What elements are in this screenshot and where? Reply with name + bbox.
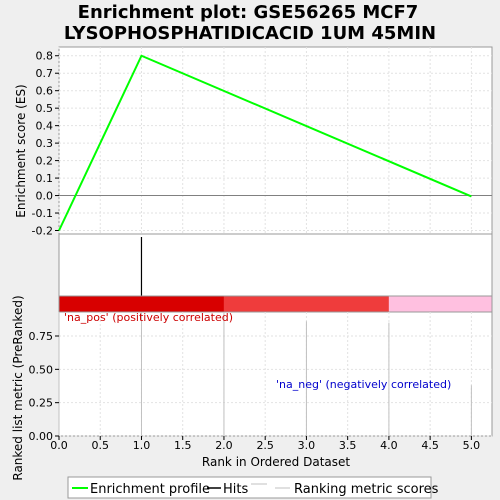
es-y-tick-label: 0.5 (36, 102, 54, 115)
es-y-tick-label: 0.4 (36, 120, 54, 133)
rank-x-tick-label: 0.0 (50, 439, 68, 452)
rank-x-tick-label: 1.0 (133, 439, 151, 452)
legend-hits-label: Hits (223, 482, 248, 497)
rank-plot-area (58, 311, 493, 437)
rank-x-tick-label: 5.0 (463, 439, 481, 452)
rank-colorbar (58, 295, 493, 313)
rank-x-tick-label: 1.5 (174, 439, 192, 452)
ranked-list-panel: 0.00 0.25 0.50 0.75 0.0 0.5 1.0 1.5 2.0 2.5 3.0 3.… (11, 295, 493, 481)
legend-box (67, 476, 432, 499)
es-y-tick-label: 0.1 (36, 172, 54, 185)
rank-x-axis-label: Rank in Ordered Dataset (202, 455, 350, 469)
legend: Enrichment profile Hits Ranking metric s… (67, 476, 439, 499)
enrichment-score-panel: -0.2 -0.1 0.0 0.1 0.2 0.3 0.4 0.5 0.6 0.7 0.8 Enri… (14, 46, 493, 238)
rank-x-tick-label: 3.5 (339, 439, 357, 452)
rank-x-tick-label: 4.0 (380, 439, 398, 452)
es-grid (58, 47, 492, 234)
rank-grid (58, 312, 492, 437)
rank-x-tick-label: 0.5 (91, 439, 109, 452)
rank-y-ticks: 0.00 0.25 0.50 0.75 (29, 330, 59, 443)
es-y-axis-label: Enrichment score (ES) (14, 84, 28, 217)
es-y-tick-label: 0.8 (36, 50, 54, 63)
es-plot-area (58, 46, 493, 235)
rank-x-ticks: 0.0 0.5 1.0 1.5 2.0 2.5 3.0 3.5 4.0 4.5 5.0 (50, 436, 480, 452)
na-neg-annotation: 'na_neg' (negatively correlated) (276, 378, 451, 391)
rank-x-tick-label: 3.0 (298, 439, 316, 452)
legend-enrichment-profile-label: Enrichment profile (90, 482, 210, 497)
rank-x-tick-label: 2.0 (215, 439, 233, 452)
colorbar-segment (223, 296, 389, 312)
es-y-tick-label: 0.0 (36, 190, 54, 203)
es-y-tick-label: 0.7 (36, 67, 54, 80)
colorbar-segment (59, 296, 224, 312)
hits-panel (58, 233, 493, 297)
rank-y-tick-label: 0.50 (29, 363, 54, 376)
es-y-tick-label: 0.2 (36, 155, 54, 168)
rank-x-tick-label: 2.5 (256, 439, 274, 452)
es-y-ticks: -0.2 -0.1 0.0 0.1 0.2 0.3 0.4 0.5 0.6 0.7 0.8 (32, 50, 59, 238)
legend-ranking-metric-label: Ranking metric scores (294, 482, 439, 497)
es-y-tick-label: -0.2 (32, 225, 53, 238)
hits-plot-area (58, 233, 493, 297)
es-y-tick-label: -0.1 (32, 207, 53, 220)
es-y-tick-label: 0.3 (36, 137, 54, 150)
colorbar-segment (388, 296, 492, 312)
chart-title-line-2: LYSOPHOSPHATIDICACID 1UM 45MIN (64, 23, 436, 44)
rank-y-tick-label: 0.00 (29, 430, 54, 443)
enrichment-profile-line (58, 54, 472, 231)
na-pos-annotation: 'na_pos' (positively correlated) (64, 311, 233, 324)
rank-y-tick-label: 0.25 (29, 397, 54, 410)
rank-x-tick-label: 4.5 (421, 439, 439, 452)
rank-y-axis-label: Ranked list metric (PreRanked) (11, 295, 25, 480)
ranking-metric-bars (58, 312, 472, 436)
es-y-tick-label: 0.6 (36, 85, 54, 98)
chart-title-line-1: Enrichment plot: GSE56265 MCF7 (78, 2, 419, 23)
rank-y-tick-label: 0.75 (29, 330, 54, 343)
